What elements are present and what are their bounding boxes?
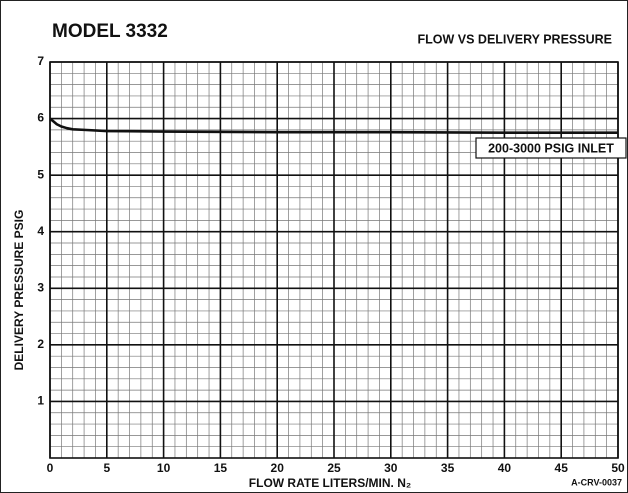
y-tick-label: 5 xyxy=(37,167,44,181)
data-line xyxy=(49,117,618,135)
figure-id: A-CRV-0037 xyxy=(571,477,622,487)
y-tick-label: 6 xyxy=(37,111,44,125)
y-axis-label: DELIVERY PRESSURE PSIG xyxy=(12,210,26,371)
y-tick-label: 7 xyxy=(37,54,44,68)
chart-subtitle: FLOW VS DELIVERY PRESSURE xyxy=(418,32,612,46)
x-tick-label: 30 xyxy=(384,461,398,475)
y-tick-label: 2 xyxy=(37,337,44,351)
plot-border xyxy=(49,61,619,459)
chart-title: MODEL 3332 xyxy=(52,21,168,42)
y-tick-label: 1 xyxy=(37,394,44,408)
x-tick-label: 35 xyxy=(441,461,455,475)
x-tick-label: 50 xyxy=(611,461,625,475)
x-tick-label: 5 xyxy=(103,461,110,475)
x-tick-label: 15 xyxy=(214,461,228,475)
y-tick-label: 3 xyxy=(37,280,44,294)
x-tick-label: 45 xyxy=(555,461,569,475)
y-tick-label: 4 xyxy=(37,224,44,238)
x-tick-label: 25 xyxy=(327,461,341,475)
x-tick-label: 40 xyxy=(498,461,512,475)
x-tick-label: 10 xyxy=(157,461,171,475)
x-tick-label: 20 xyxy=(271,461,285,475)
annotation-box xyxy=(475,137,627,159)
annotation: 200-3000 PSIG INLET xyxy=(488,141,614,155)
x-tick-label: 0 xyxy=(47,461,54,475)
x-axis-label: FLOW RATE LITERS/MIN. N₂ xyxy=(249,476,411,490)
